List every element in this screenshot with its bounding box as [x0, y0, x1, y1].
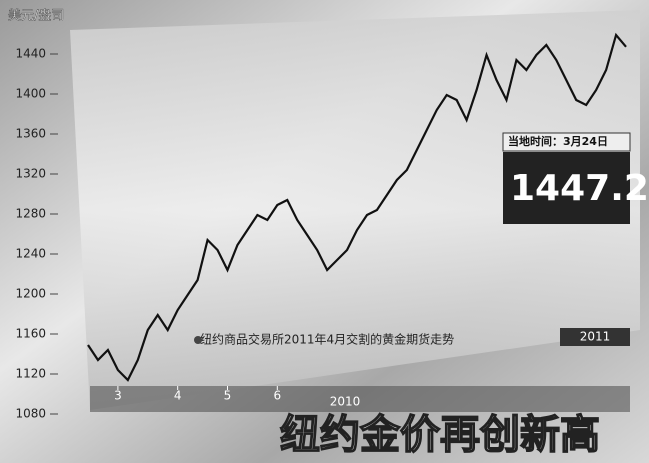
chart-note: 纽约商品交易所2011年4月交割的黄金期货走势 [200, 332, 454, 347]
y-tick-label: 1160 [15, 327, 46, 341]
note-bullet [194, 336, 202, 344]
x-tick-label: 5 [224, 389, 232, 403]
chart-panel [70, 10, 640, 410]
y-tick-label: 1360 [15, 127, 46, 141]
annotation-value-box [503, 152, 630, 224]
y-tick-label: 1440 [15, 47, 46, 61]
x-axis-band [90, 386, 630, 412]
y-tick-label: 1080 [15, 407, 46, 421]
y-tick-label: 1320 [15, 167, 46, 181]
y-tick-label: 1280 [15, 207, 46, 221]
x-tick-label: 4 [174, 389, 182, 403]
year-label: 2010 [330, 395, 361, 409]
y-tick-label: 1120 [15, 367, 46, 381]
year-label: 2011 [580, 330, 611, 344]
annotation-label: 当地时间：3月24日 [508, 134, 608, 148]
y-tick-label: 1200 [15, 287, 46, 301]
y-tick-label: 1400 [15, 87, 46, 101]
y-tick-label: 1240 [15, 247, 46, 261]
x-tick-label: 6 [273, 389, 281, 403]
x-tick-label: 3 [114, 389, 122, 403]
annotation-label-box [502, 132, 631, 152]
unit-label: 美元/盎司 [8, 9, 64, 24]
annotation-value: 1447.2 [510, 168, 649, 209]
title: 纽约金价再创新高 [280, 412, 600, 458]
year-band [560, 328, 630, 346]
price-line [87, 32, 627, 382]
